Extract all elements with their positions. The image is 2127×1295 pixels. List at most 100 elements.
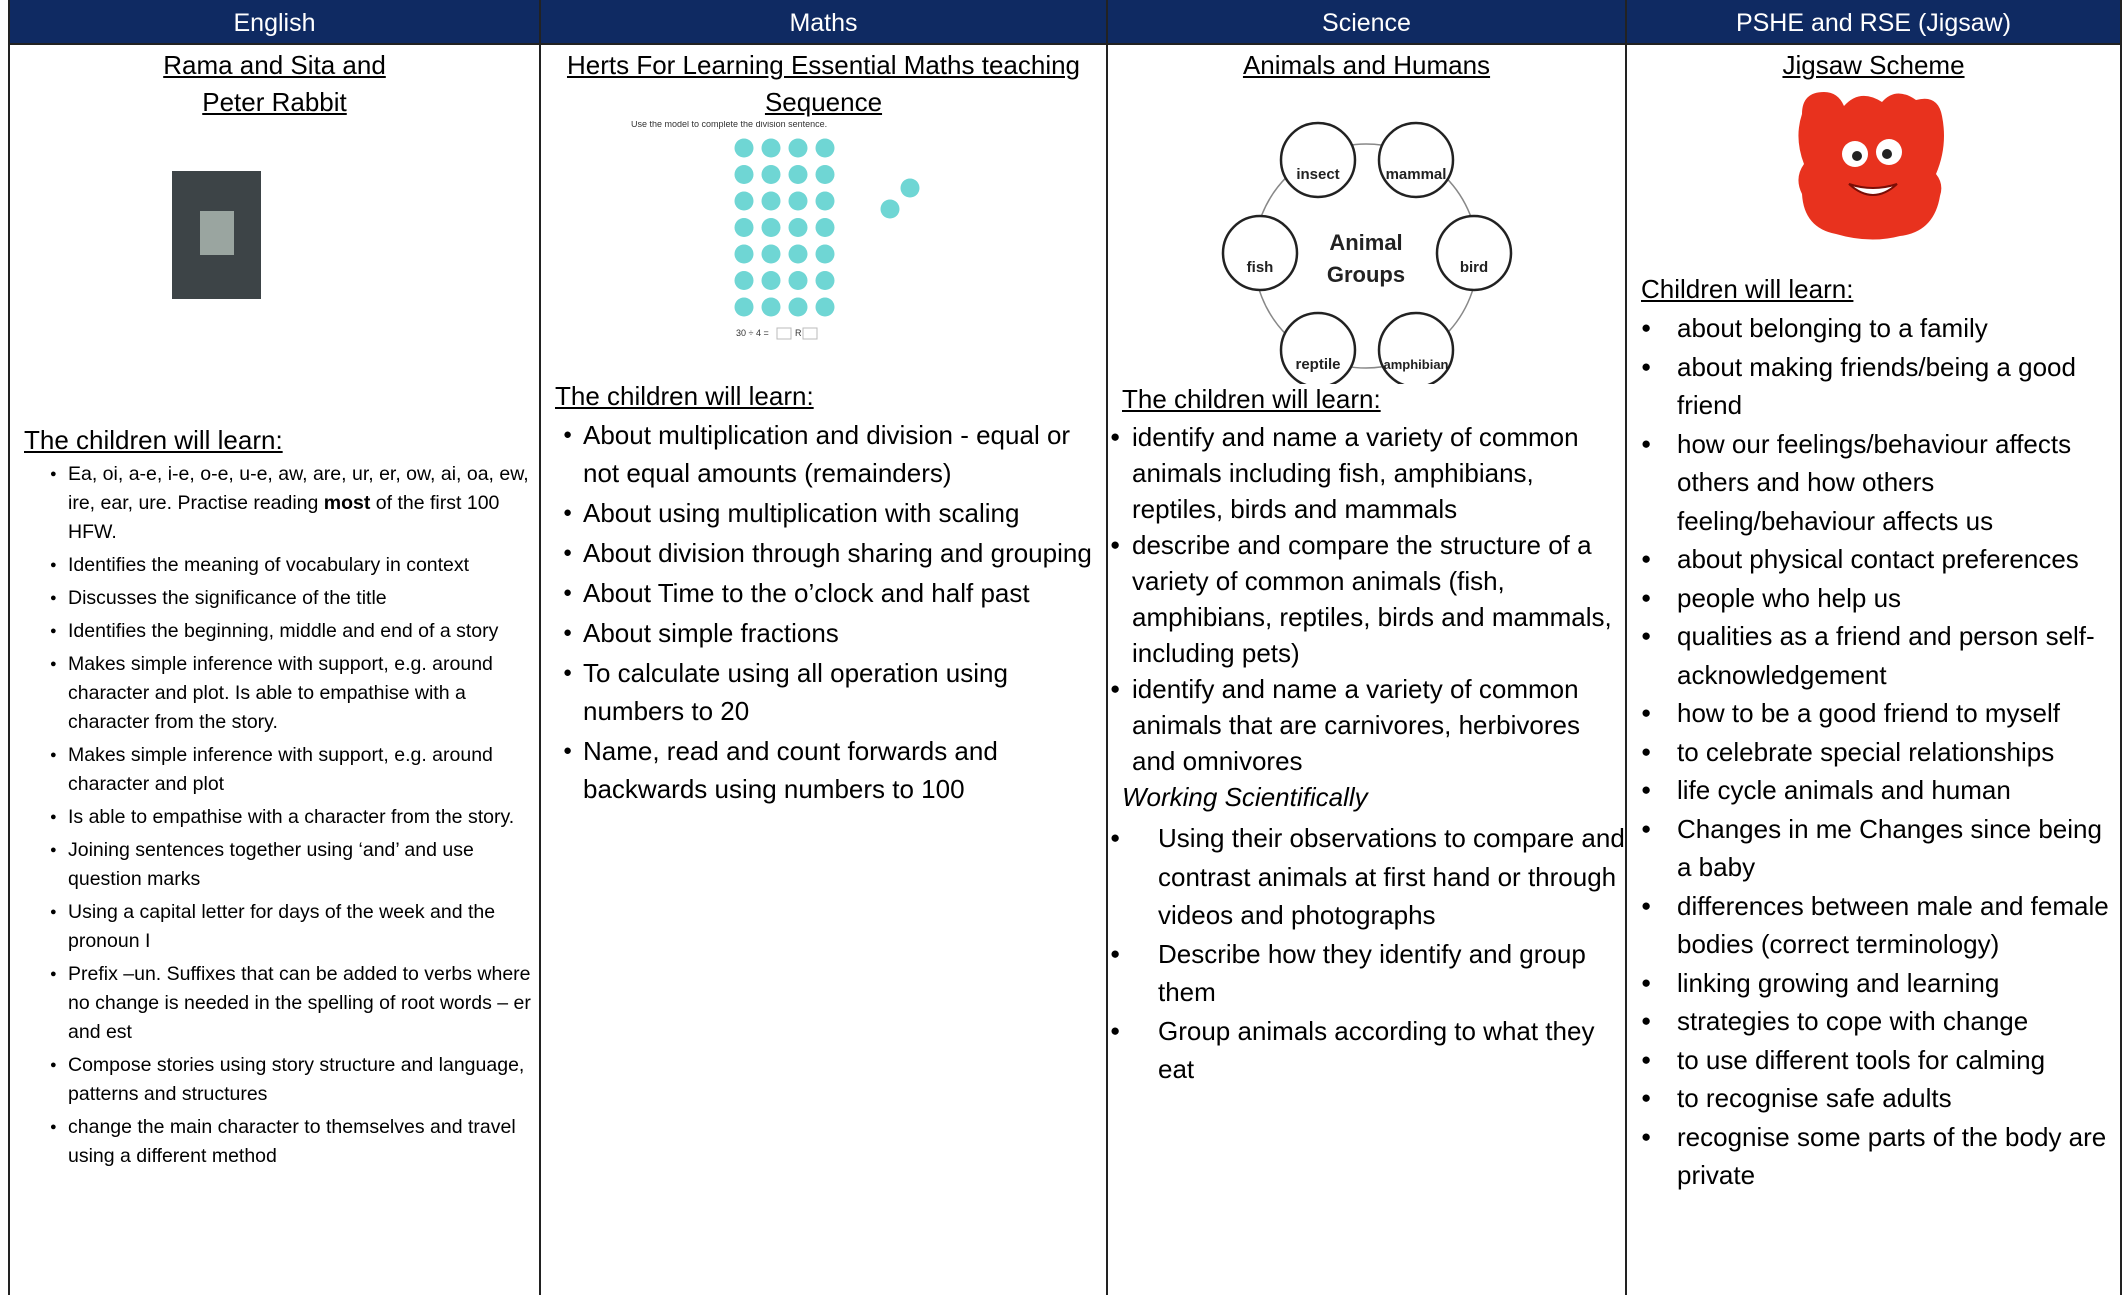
learning-item: identify and name a variety of common an… — [1108, 671, 1625, 779]
learning-item: About multiplication and division - equa… — [541, 416, 1106, 492]
counter — [815, 218, 835, 237]
counter — [788, 165, 808, 184]
counter — [815, 165, 835, 184]
counter — [761, 165, 781, 184]
title-line: Animals and Humans — [1242, 50, 1491, 80]
counter — [734, 297, 754, 317]
learn-heading: The children will learn: — [555, 381, 814, 411]
learning-item: Changes in me Changes since being a baby — [1627, 810, 2120, 887]
learning-item: Is able to empathise with a character fr… — [10, 803, 539, 832]
learning-item: About simple fractions — [541, 614, 1106, 652]
group-circle — [1377, 311, 1455, 389]
learning-item: Makes simple inference with support, e.g… — [10, 650, 539, 737]
division-model: Use the model to complete the division s… — [631, 119, 920, 340]
learn-heading: The children will learn: — [24, 425, 283, 455]
figure — [10, 121, 539, 425]
ws-item: Using their observations to compare and … — [1108, 819, 1625, 935]
mascot-body — [1798, 92, 1944, 240]
learning-item: Prefix –un. Suffixes that can be added t… — [10, 960, 539, 1047]
counter — [761, 138, 781, 158]
group-circle — [1377, 121, 1455, 199]
learning-item: Identifies the beginning, middle and end… — [10, 617, 539, 646]
counter — [734, 271, 754, 290]
group-circle — [1435, 214, 1513, 292]
ws-item: Describe how they identify and group the… — [1108, 935, 1625, 1012]
counter — [788, 218, 808, 237]
group-label: mammal — [1386, 166, 1447, 183]
group-circle — [1279, 121, 1357, 199]
title-line: Sequence — [764, 87, 883, 117]
learn-heading: Children will learn: — [1641, 274, 1854, 304]
counter — [788, 244, 808, 264]
counter — [734, 244, 754, 264]
learning-item: about making friends/being a good friend — [1627, 348, 2120, 425]
answer-box — [802, 327, 818, 340]
counter — [734, 218, 754, 237]
learning-item: Joining sentences together using ‘and’ a… — [10, 836, 539, 894]
counter — [734, 138, 754, 158]
model-equation: 30 ÷ 4 = — [736, 328, 769, 338]
section-title: Rama and Sita and Peter Rabbit — [10, 47, 539, 121]
book-picture — [200, 211, 234, 255]
learning-item: people who help us — [1627, 579, 2120, 618]
learning-item: how to be a good friend to myself — [1627, 694, 2120, 733]
learning-item: strategies to cope with change — [1627, 1002, 2120, 1041]
learning-item: Compose stories using story structure an… — [10, 1051, 539, 1109]
maths-column: Maths Herts For Learning Essential Maths … — [539, 0, 1106, 1295]
learning-item: qualities as a friend and person self-ac… — [1627, 617, 2120, 694]
learning-item: About Time to the o’clock and half past — [541, 574, 1106, 612]
learn-heading: The children will learn: — [1122, 384, 1381, 414]
group-label: reptile — [1295, 356, 1340, 373]
learning-list: Ea, oi, a-e, i-e, o-e, u-e, aw, are, ur,… — [10, 460, 539, 1171]
title-line: Jigsaw Scheme — [1782, 50, 1965, 80]
section-title: Herts For Learning Essential Maths teach… — [541, 47, 1106, 121]
diagram-center: Groups — [1327, 262, 1405, 287]
learning-item: change the main character to themselves … — [10, 1113, 539, 1171]
section-title: Jigsaw Scheme — [1627, 47, 2120, 84]
group-label: fish — [1247, 259, 1274, 276]
ws-list: Using their observations to compare and … — [1108, 819, 1625, 1089]
learning-item: identify and name a variety of common an… — [1108, 419, 1625, 527]
learning-item: About using multiplication with scaling — [541, 494, 1106, 532]
section-title: Animals and Humans — [1108, 47, 1625, 84]
learning-item: to recognise safe adults — [1627, 1079, 2120, 1118]
group-circle — [1221, 214, 1299, 292]
counter — [761, 297, 781, 317]
learning-item: how our feelings/behaviour affects other… — [1627, 425, 2120, 541]
counter — [788, 271, 808, 290]
learning-item: to celebrate special relationships — [1627, 733, 2120, 772]
item-text: Ea, oi, a-e, i-e, o-e, u-e, aw, are, ur,… — [68, 463, 529, 514]
working-scientifically: Working Scientifically — [1122, 782, 1368, 812]
title-line: Herts For Learning Essential Maths teach… — [566, 50, 1081, 80]
counter — [734, 165, 754, 184]
learning-item: Discusses the significance of the title — [10, 584, 539, 613]
counter — [900, 178, 920, 198]
title-line: Peter Rabbit — [202, 87, 347, 117]
model-caption: Use the model to complete the division s… — [631, 121, 827, 129]
counter — [788, 297, 808, 317]
model-remainder: R — [795, 328, 802, 338]
counter — [788, 191, 808, 211]
jigsaw-mascot — [1798, 92, 1944, 240]
figure: insect mammal bird amphibian reptile fish Anim… — [1108, 84, 1625, 389]
counter — [761, 191, 781, 211]
learning-item: About division through sharing and group… — [541, 534, 1106, 572]
counter — [815, 138, 835, 158]
learning-item: about physical contact preferences — [1627, 540, 2120, 579]
column-header: PSHE and RSE (Jigsaw) — [1627, 0, 2120, 45]
group-label: bird — [1460, 259, 1488, 276]
animal-groups-diagram: insect mammal bird amphibian reptile fish Anim… — [1221, 121, 1513, 389]
column-header: English — [10, 0, 539, 45]
learning-item: to use different tools for calming — [1627, 1041, 2120, 1080]
learning-item: Using a capital letter for days of the w… — [10, 898, 539, 956]
ws-item: Group animals according to what they eat — [1108, 1012, 1625, 1089]
mascot-pupil — [1882, 149, 1892, 159]
learning-list: identify and name a variety of common an… — [1108, 419, 1625, 779]
book-cover — [172, 171, 261, 299]
counter — [815, 244, 835, 264]
learning-item: life cycle animals and human — [1627, 771, 2120, 810]
english-column: English Rama and Sita and Peter Rabbit The … — [8, 0, 539, 1295]
item-text: of the first 100 HFW. — [68, 492, 500, 543]
learning-item: To calculate using all operation using n… — [541, 654, 1106, 730]
